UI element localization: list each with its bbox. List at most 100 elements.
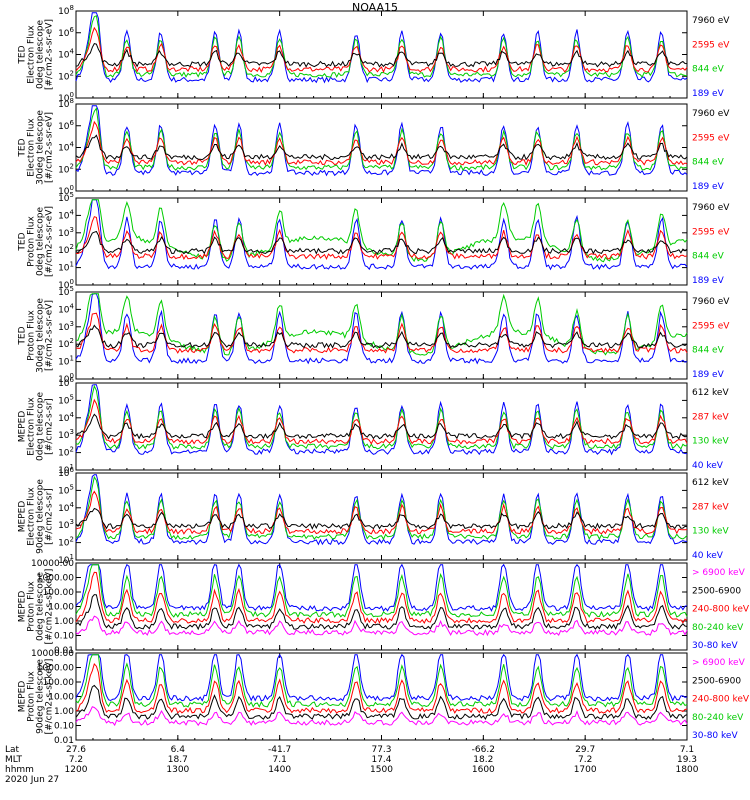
footer-hhmm-label: hhmm (5, 765, 34, 775)
legend-entry: 2595 eV (692, 227, 730, 237)
legend-entry: 2500-6900 (692, 586, 741, 596)
series-trace (75, 134, 688, 161)
legend-entry: 7960 eV (692, 109, 730, 119)
y-tick-label: 1000.00 (37, 664, 74, 674)
y-tick-label: 104 (58, 48, 74, 61)
panel-frame (75, 291, 688, 380)
y-tick-label: 0.10 (54, 722, 74, 732)
footer-mlt-value: 17.4 (371, 755, 392, 765)
series-trace (75, 312, 688, 354)
legend-entry: 40 keV (692, 461, 724, 471)
y-tick-label: 103 (58, 320, 74, 333)
footer-lat-value: 6.4 (170, 745, 185, 755)
legend-entry: 7960 eV (692, 297, 730, 307)
y-tick-label: 108 (58, 4, 74, 17)
y-tick-label: 100.00 (43, 678, 75, 688)
legend-entry: 189 eV (692, 276, 725, 286)
legend-entry: 30-80 keV (692, 641, 738, 651)
legend-entry: 2595 eV (692, 321, 730, 331)
panel-frame (75, 472, 688, 561)
y-axis-label-line: 90deg telescope (36, 659, 46, 734)
y-axis-label-line: Electron Flux (27, 487, 37, 546)
panel-frame (75, 10, 688, 99)
series-trace (75, 654, 688, 708)
y-axis-label-line: MEPED (18, 681, 28, 713)
footer-date-label: 2020 Jun 27 (5, 775, 60, 785)
legend-entry: 189 eV (692, 370, 725, 380)
legend-entry: 844 eV (692, 346, 725, 356)
series-trace (75, 107, 688, 172)
footer-lat-value: 7.1 (679, 745, 695, 755)
y-axis-label-line: 0deg telescope (36, 207, 46, 277)
y-axis-label-line: 0deg telescope (36, 392, 46, 462)
y-tick-label: 0.01 (54, 646, 74, 656)
y-tick-label: 1000.00 (37, 574, 74, 584)
y-axis-label-line: TED (18, 138, 28, 157)
series-trace (75, 413, 688, 440)
series-trace (75, 475, 688, 541)
y-tick-label: 104 (58, 141, 74, 154)
y-tick-label: 1.00 (54, 617, 74, 627)
y-axis-label-line: 0deg telescope (36, 572, 46, 642)
legend-entry: 844 eV (692, 65, 725, 75)
footer-column: 29.7 7.2 1700 (563, 745, 607, 775)
legend-entry: 287 keV (692, 502, 729, 512)
legend-entry: 240-800 keV (692, 605, 750, 615)
series-trace (75, 706, 688, 727)
legend-entry: 240-800 keV (692, 695, 750, 705)
footer-column: -41.7 7.1 1400 (258, 745, 302, 775)
y-tick-label: 104 (58, 501, 74, 514)
footer-row-labels: Lat MLT hhmm 2020 Jun 27 (5, 745, 59, 785)
legend-entry: 40 keV (692, 551, 724, 561)
footer-lat-value: 29.7 (575, 745, 596, 755)
y-tick-label: 105 (58, 393, 74, 406)
footer-column: 7.1 19.3 1800 (665, 745, 709, 775)
series-trace (75, 43, 688, 68)
series-trace (75, 384, 688, 456)
legend-entry: > 6900 keV (692, 658, 746, 668)
y-axis-label-line: [#/cm2-s-sr] (45, 398, 55, 455)
series-trace (75, 293, 688, 365)
legend-entry: 130 keV (692, 527, 729, 537)
y-tick-label: 1.00 (54, 707, 74, 717)
legend-entry: 189 eV (692, 182, 725, 192)
footer-lat-value: 77.3 (371, 745, 392, 755)
legend-entry: 80-240 keV (692, 623, 744, 633)
footer-mlt-value: 7.2 (577, 755, 593, 765)
legend-entry: 844 eV (692, 252, 725, 262)
footer-hhmm-value: 1500 (370, 765, 393, 775)
footer-hhmm-value: 1400 (268, 765, 292, 775)
y-tick-label: 102 (58, 69, 74, 82)
footer-column: 27.6 7.2 1200 (54, 745, 98, 775)
footer-hhmm-value: 1800 (675, 765, 699, 775)
series-trace (75, 684, 688, 720)
series-trace (75, 564, 688, 618)
footer-hhmm-value: 1600 (471, 765, 495, 775)
panel-frame (75, 382, 688, 471)
footer-hhmm-value: 1200 (64, 765, 88, 775)
y-tick-label: 10.00 (48, 603, 74, 613)
y-axis-label-line: [#/cm2-s-sr] (45, 488, 55, 545)
y-axis-label-line: 30deg telescope (36, 298, 46, 373)
legend-entry: 844 eV (692, 158, 725, 168)
y-tick-label: 0.01 (54, 736, 74, 746)
footer-column: 6.4 18.7 1300 (156, 745, 200, 775)
y-tick-label: 104 (58, 302, 74, 315)
y-axis-label-line: 0deg telescope (36, 20, 46, 90)
y-axis-label-line: Electron Flux (27, 118, 37, 177)
legend-entry: 7960 eV (692, 203, 730, 213)
footer-hhmm-value: 1300 (166, 765, 190, 775)
series-trace (75, 12, 688, 84)
y-tick-label: 103 (58, 428, 74, 441)
y-axis-label-line: [#/cm2-s-sr-eV] (45, 206, 55, 277)
y-axis-label-line: MEPED (18, 591, 28, 623)
y-tick-label: 102 (58, 162, 74, 175)
y-axis-label-line: 90deg telescope (36, 479, 46, 554)
y-tick-label: 105 (58, 483, 74, 496)
legend-entry: 7960 eV (692, 16, 730, 26)
y-axis-label-line: 30deg telescope (36, 110, 46, 185)
y-axis-label-line: [#/cm2-s-sr-eV] (45, 19, 55, 90)
series-trace (75, 216, 688, 261)
series-trace (75, 663, 688, 714)
